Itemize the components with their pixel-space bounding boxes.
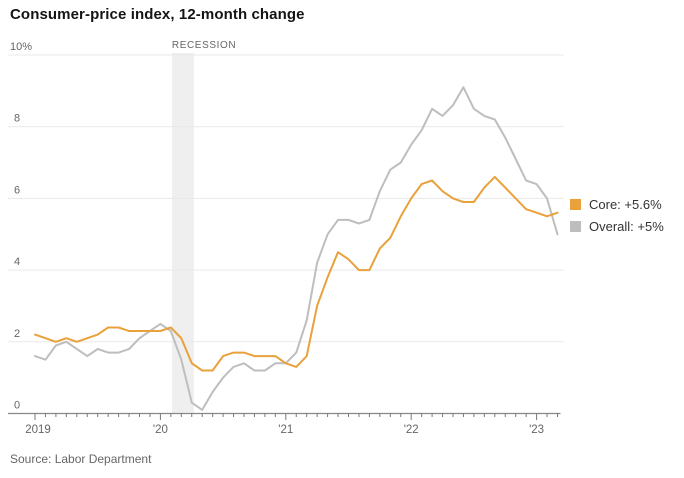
recession-band: [171, 53, 194, 414]
y-axis-label: 0: [14, 400, 20, 412]
legend: Core: +5.6% Overall: +5%: [570, 197, 664, 234]
x-axis-label: '23: [529, 424, 544, 436]
source-attribution: Source: Labor Department: [10, 452, 152, 466]
x-axis-label: 2019: [25, 424, 51, 436]
legend-item-core: Core: +5.6%: [570, 197, 664, 212]
x-axis-label: '20: [153, 424, 168, 436]
legend-label-core: Core: +5.6%: [589, 197, 662, 212]
overall-swatch-icon: [570, 221, 581, 232]
x-axis-label: '21: [278, 424, 293, 436]
legend-item-overall: Overall: +5%: [570, 219, 664, 234]
series-line-core: [34, 175, 559, 372]
x-axis-label: '22: [404, 424, 419, 436]
y-axis-label: 2: [14, 328, 20, 340]
chart-title: Consumer-price index, 12-month change: [10, 6, 305, 23]
series-line-overall: [34, 86, 559, 411]
core-swatch-icon: [570, 199, 581, 210]
y-axis-label: 6: [14, 184, 20, 196]
y-axis-label: 8: [14, 113, 20, 125]
y-axis-label: 10%: [10, 41, 32, 53]
recession-label: RECESSION: [172, 40, 236, 51]
y-axis-label: 4: [14, 256, 20, 268]
legend-label-overall: Overall: +5%: [589, 219, 664, 234]
